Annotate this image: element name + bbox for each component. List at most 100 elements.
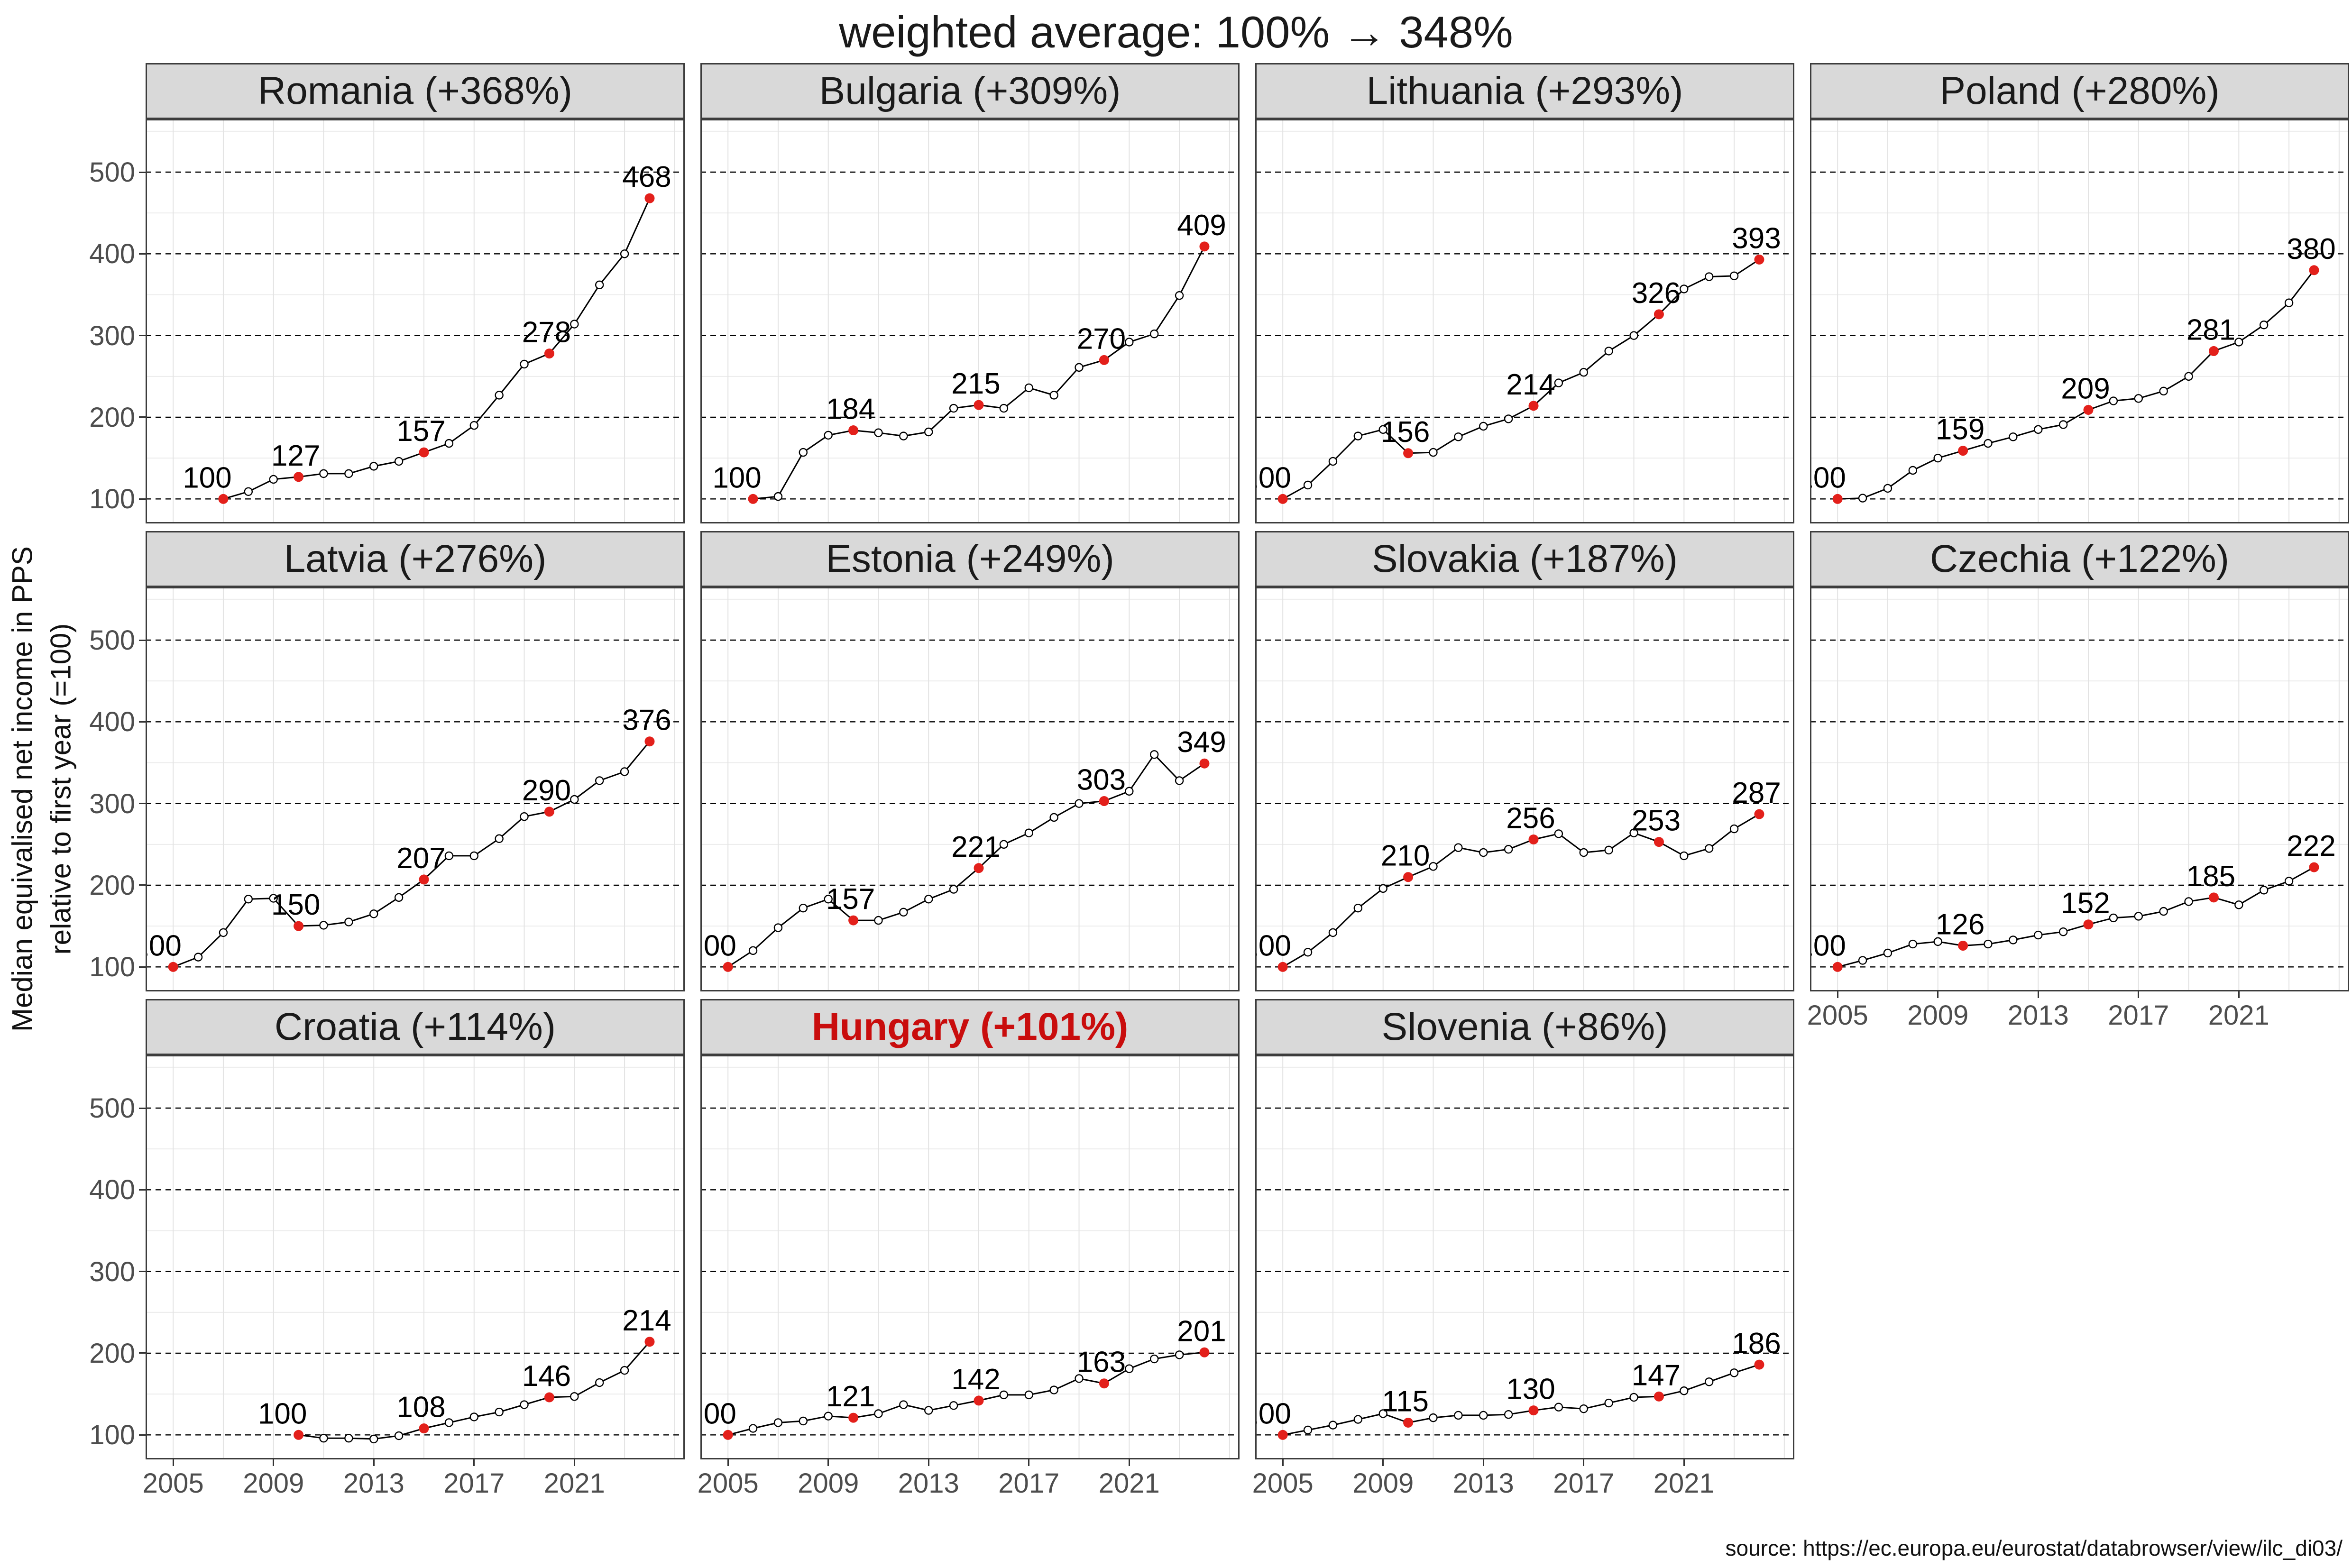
y-tick-label: 200: [89, 1338, 135, 1369]
y-tick-mark: [139, 171, 146, 173]
data-point: [1175, 1350, 1184, 1359]
data-point: [394, 1431, 404, 1440]
y-tick-mark: [139, 253, 146, 255]
data-point-highlighted: [1277, 494, 1288, 504]
y-tick-label: 300: [89, 1256, 135, 1287]
data-point: [1378, 1409, 1387, 1418]
x-tick-mark: [2037, 991, 2039, 998]
point-label: 349: [1177, 726, 1226, 759]
data-point-highlighted: [1654, 1391, 1664, 1402]
data-point: [244, 895, 253, 904]
data-point: [444, 851, 454, 861]
data-point: [999, 840, 1009, 849]
data-point: [1378, 884, 1387, 893]
data-point: [1075, 363, 1084, 372]
data-point: [1024, 383, 1033, 393]
data-point-highlighted: [848, 915, 859, 926]
data-point: [1629, 1393, 1638, 1402]
panel-title: Slovakia (+187%): [1372, 537, 1678, 580]
data-point: [1883, 948, 1893, 958]
data-point: [520, 812, 529, 821]
data-point: [2159, 907, 2168, 916]
panel-slovakia: Slovakia (+187%) 100 210 256 253 287: [1255, 531, 1794, 991]
panel-hungary: Hungary (+101%) 100 121 142 163 201 2005 2009 20…: [698, 999, 1240, 1499]
data-point-highlighted: [974, 1395, 984, 1406]
data-point-highlighted: [419, 1423, 429, 1434]
point-label: 215: [951, 367, 1000, 400]
data-point: [319, 1433, 328, 1443]
x-tick-label: 2009: [1907, 1000, 1969, 1031]
data-point-highlighted: [544, 348, 554, 359]
data-point: [924, 1406, 933, 1415]
data-point-highlighted: [168, 962, 178, 972]
data-point: [394, 457, 404, 466]
x-tick-mark: [928, 1459, 929, 1466]
x-tick-label: 2021: [2208, 1000, 2269, 1031]
data-point: [874, 916, 883, 925]
data-point-highlighted: [644, 1337, 655, 1347]
y-tick-mark: [139, 1352, 146, 1354]
data-point-highlighted: [1277, 1430, 1288, 1440]
x-tick-label: 2005: [1807, 1000, 1868, 1031]
x-tick-mark: [1028, 1459, 1030, 1466]
panel-strip: Bulgaria (+309%): [700, 63, 1240, 119]
data-point: [1303, 948, 1313, 957]
point-label: 201: [1177, 1315, 1226, 1348]
data-point: [1479, 848, 1488, 857]
data-point-highlighted: [1654, 837, 1664, 847]
panel-strip: Slovakia (+187%): [1255, 531, 1794, 587]
data-point: [1429, 448, 1438, 457]
panel-border: [146, 587, 685, 991]
x-tick-label: 2017: [2108, 1000, 2169, 1031]
chart-title: weighted average: 100% → 348%: [839, 7, 1513, 57]
data-point-highlighted: [294, 472, 304, 482]
x-tick-label: 2005: [142, 1468, 204, 1499]
data-point: [1729, 1368, 1739, 1377]
point-label: 150: [271, 889, 320, 921]
data-point-highlighted: [2083, 919, 2094, 930]
x-tick-label: 2013: [2007, 1000, 2069, 1031]
data-point: [2134, 394, 2143, 403]
point-label: 290: [522, 774, 571, 807]
y-tick-mark: [139, 1189, 146, 1191]
x-tick-mark: [573, 1459, 575, 1466]
data-point: [1729, 824, 1739, 834]
y-tick-mark: [139, 1271, 146, 1273]
x-tick-label: 2009: [798, 1468, 859, 1499]
panel-border: [700, 119, 1240, 523]
data-point: [570, 320, 579, 329]
y-tick-mark: [139, 416, 146, 418]
data-point-highlighted: [2208, 346, 2219, 356]
data-point: [899, 1400, 908, 1409]
point-label: 221: [951, 831, 1000, 863]
x-tick-label: 2009: [243, 1468, 304, 1499]
data-point: [1328, 928, 1338, 937]
x-tick-mark: [1683, 1459, 1685, 1466]
data-point: [2284, 298, 2294, 307]
point-label: 287: [1732, 777, 1781, 809]
panel-border: [1255, 119, 1794, 523]
y-tick-label: 400: [89, 706, 135, 738]
point-label: 253: [1632, 805, 1681, 837]
panel-bulgaria: Bulgaria (+309%) 100 184 215 270 409: [700, 63, 1240, 523]
panel-strip: Lithuania (+293%): [1255, 63, 1794, 119]
data-point: [949, 885, 958, 894]
series-line: [1282, 813, 1760, 968]
data-point: [469, 421, 478, 430]
data-point: [219, 928, 228, 937]
x-tick-mark: [273, 1459, 275, 1466]
x-tick-label: 2013: [343, 1468, 404, 1499]
data-point: [1125, 787, 1134, 796]
data-point: [595, 1378, 604, 1387]
data-point: [1883, 484, 1893, 493]
data-point: [2234, 338, 2243, 347]
data-point-highlighted: [1654, 309, 1664, 320]
panel-border: [146, 119, 685, 523]
data-point-highlighted: [544, 807, 554, 817]
x-tick-mark: [2238, 991, 2240, 998]
y-tick-label: 100: [89, 952, 135, 983]
data-point: [595, 280, 604, 290]
point-label: 409: [1177, 209, 1226, 242]
panel-romania: Romania (+368%) 100 127 157 278 468: [146, 63, 685, 523]
data-point-highlighted: [1403, 872, 1414, 882]
